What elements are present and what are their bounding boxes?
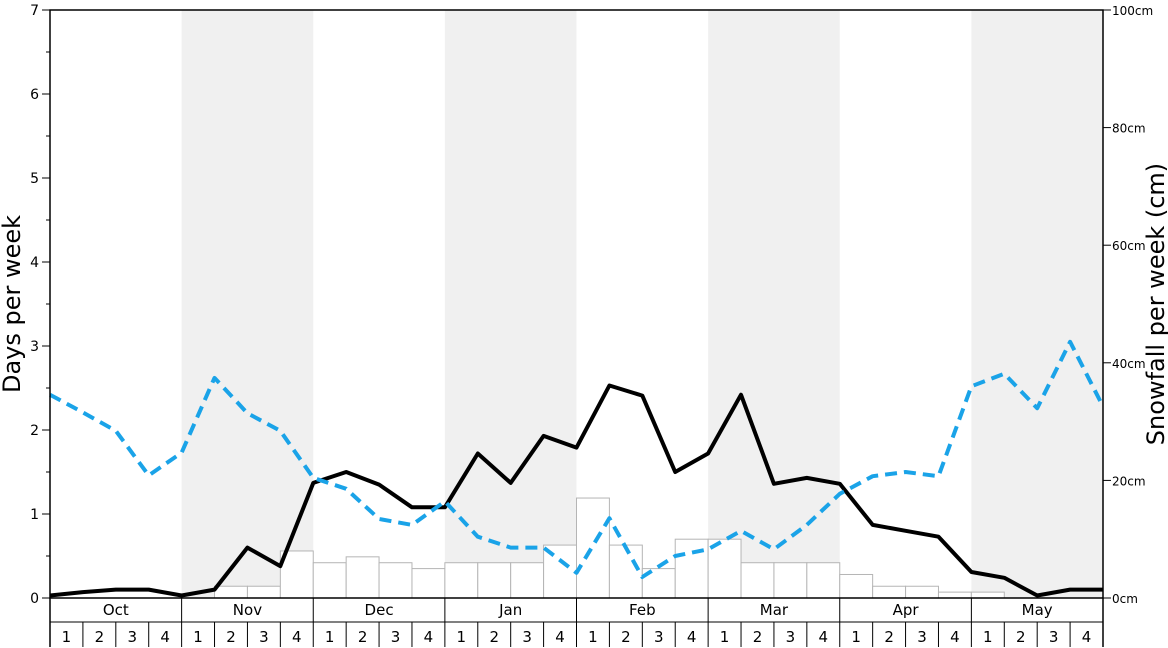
shade-jan bbox=[444, 10, 577, 598]
snowfall-bar bbox=[839, 573, 874, 599]
month-label: Apr bbox=[893, 601, 920, 619]
week-label: 1 bbox=[851, 628, 861, 646]
week-label: 3 bbox=[391, 628, 401, 646]
left-tick-label: 6 bbox=[30, 87, 39, 103]
snowfall-bar bbox=[279, 550, 314, 599]
snowfall-bar bbox=[937, 591, 972, 599]
right-tick-label: 60cm bbox=[1112, 239, 1146, 253]
snowfall-bar bbox=[905, 585, 939, 599]
left-tick-label: 3 bbox=[30, 339, 39, 355]
week-label: 3 bbox=[127, 628, 137, 646]
week-label: 1 bbox=[62, 628, 72, 646]
week-label: 2 bbox=[884, 628, 894, 646]
snowfall-bar bbox=[345, 556, 380, 599]
month-label: Mar bbox=[760, 601, 789, 619]
week-label: 3 bbox=[1049, 628, 1059, 646]
month-label: Nov bbox=[233, 601, 262, 619]
right-tick-label: 80cm bbox=[1112, 122, 1146, 136]
solid-black-line bbox=[49, 383, 1103, 598]
week-label: 2 bbox=[226, 628, 236, 646]
week-label: 3 bbox=[259, 628, 269, 646]
month-label: Dec bbox=[365, 601, 394, 619]
left-axis: 0 1 2 3 4 5 6 7 bbox=[30, 3, 50, 607]
shade-nov bbox=[181, 10, 314, 598]
snowfall-bar bbox=[872, 585, 907, 599]
week-label: 1 bbox=[720, 628, 730, 646]
snowfall-bar bbox=[806, 562, 841, 599]
week-label: 3 bbox=[917, 628, 927, 646]
series-lines bbox=[49, 339, 1105, 598]
snowfall-bar bbox=[246, 585, 281, 599]
month-label: Jan bbox=[498, 601, 522, 619]
snowfall-bar bbox=[674, 538, 709, 599]
week-label: 3 bbox=[654, 628, 664, 646]
week-label: 2 bbox=[95, 628, 105, 646]
left-tick-label: 2 bbox=[30, 423, 39, 439]
right-tick-label: 40cm bbox=[1112, 357, 1146, 371]
week-label: 2 bbox=[358, 628, 368, 646]
dashed-blue-line bbox=[49, 339, 1105, 579]
week-label: 4 bbox=[1082, 628, 1092, 646]
shade-mar bbox=[708, 10, 840, 598]
week-label: 2 bbox=[753, 628, 763, 646]
left-tick-label: 0 bbox=[30, 591, 39, 607]
week-label: 1 bbox=[588, 628, 598, 646]
week-label: 3 bbox=[522, 628, 532, 646]
snowfall-bar bbox=[773, 562, 808, 599]
week-label: 2 bbox=[621, 628, 631, 646]
snowfall-bar bbox=[576, 497, 610, 599]
snowfall-bar bbox=[740, 562, 775, 599]
week-label: 4 bbox=[687, 628, 697, 646]
snowfall-bar bbox=[312, 562, 347, 599]
right-tick-label: 100cm bbox=[1112, 4, 1153, 18]
week-label: 1 bbox=[983, 628, 993, 646]
snowfall-bar bbox=[411, 568, 446, 599]
week-label: 4 bbox=[160, 628, 170, 646]
snowfall-bar bbox=[543, 544, 577, 599]
snowfall-bar bbox=[378, 562, 413, 599]
week-label: 4 bbox=[292, 628, 302, 646]
right-tick-label: 20cm bbox=[1112, 474, 1146, 488]
month-week-axis: Oct 1 2 3 4 Nov 1 2 3 4 Dec 1 2 3 4 Jan 1 2 3 4 Feb 1 2 3 4 Mar 1 2… bbox=[49, 598, 1104, 647]
left-tick-label: 1 bbox=[30, 507, 39, 523]
shade-may bbox=[971, 10, 1103, 598]
left-tick-label: 7 bbox=[30, 3, 39, 19]
week-label: 4 bbox=[424, 628, 434, 646]
snowfall-bar bbox=[444, 562, 479, 599]
week-label: 1 bbox=[457, 628, 467, 646]
week-label: 2 bbox=[489, 628, 499, 646]
month-label: May bbox=[1022, 601, 1053, 619]
week-label: 1 bbox=[193, 628, 203, 646]
month-label: Oct bbox=[103, 601, 129, 619]
snowfall-bar bbox=[510, 562, 545, 599]
snowfall-bars bbox=[214, 497, 1005, 599]
left-tick-label: 5 bbox=[30, 171, 39, 187]
left-tick-label: 4 bbox=[30, 255, 39, 271]
week-label: 3 bbox=[786, 628, 796, 646]
week-label: 2 bbox=[1016, 628, 1026, 646]
right-axis: 0cm 20cm 40cm 60cm 80cm 100cm bbox=[1103, 4, 1153, 606]
left-axis-label: Days per week bbox=[0, 215, 26, 393]
right-axis-label: Snowfall per week (cm) bbox=[1142, 163, 1168, 445]
right-tick-label: 0cm bbox=[1112, 592, 1138, 606]
week-label: 4 bbox=[819, 628, 829, 646]
week-label: 1 bbox=[325, 628, 335, 646]
month-label: Feb bbox=[629, 601, 656, 619]
month-shading bbox=[181, 10, 1103, 598]
week-label: 4 bbox=[555, 628, 565, 646]
snowfall-bar bbox=[477, 562, 512, 599]
snowfall-bar bbox=[214, 585, 248, 599]
snowfall-bar bbox=[970, 591, 1005, 599]
week-label: 4 bbox=[950, 628, 960, 646]
snowfall-bar bbox=[608, 544, 643, 599]
